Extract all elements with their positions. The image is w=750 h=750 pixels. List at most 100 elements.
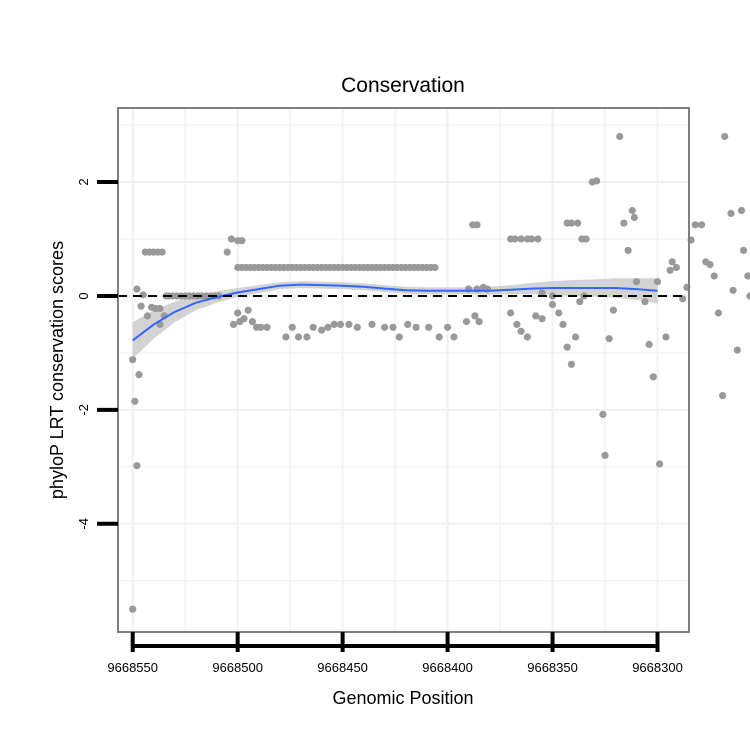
data-point <box>528 235 536 243</box>
data-point <box>435 333 443 341</box>
data-point <box>746 292 750 300</box>
data-point <box>567 360 576 368</box>
data-point <box>513 320 521 328</box>
data-point <box>645 340 653 348</box>
data-point <box>229 320 238 328</box>
x-tick-label: 9668450 <box>317 660 368 675</box>
y-tick-label: -4 <box>76 518 91 530</box>
data-point <box>628 206 636 215</box>
data-point <box>129 605 137 613</box>
data-point <box>303 333 311 341</box>
data-point <box>721 132 729 141</box>
data-point <box>368 320 376 328</box>
data-point <box>698 221 706 229</box>
y-tick-label: 2 <box>76 178 91 185</box>
data-point <box>517 327 525 335</box>
data-point <box>710 272 718 280</box>
data-point <box>412 323 420 331</box>
data-point <box>737 206 746 215</box>
x-axis: 9668550 9668500 9668450 9668400 9668350 96683… <box>107 632 683 675</box>
x-tick-label: 9668300 <box>632 660 683 675</box>
data-point <box>609 306 618 314</box>
data-point <box>473 221 481 229</box>
data-point <box>450 333 458 341</box>
grid-lines <box>118 108 689 632</box>
data-point <box>740 246 748 254</box>
data-point <box>336 320 345 328</box>
x-tick-label: 9668500 <box>212 660 263 675</box>
data-point <box>234 309 242 317</box>
data-point <box>135 371 143 379</box>
data-point <box>444 323 452 331</box>
data-points <box>129 132 750 613</box>
data-point <box>389 323 397 331</box>
data-point <box>345 320 353 328</box>
data-point <box>548 292 557 300</box>
data-point <box>538 315 546 323</box>
y-axis: 2 0 -2 -4 <box>76 178 118 530</box>
data-point <box>471 312 479 320</box>
data-point <box>282 333 290 341</box>
data-point <box>653 278 662 286</box>
data-point <box>567 219 576 227</box>
data-point <box>244 306 252 314</box>
data-point <box>574 219 582 227</box>
data-point <box>582 235 590 243</box>
data-point <box>706 261 714 269</box>
data-point <box>572 333 580 341</box>
data-point <box>605 335 613 343</box>
data-point <box>719 392 727 400</box>
data-point <box>548 300 557 309</box>
data-point <box>248 318 256 326</box>
data-point <box>318 326 326 334</box>
data-point <box>324 323 332 331</box>
data-point <box>576 298 584 306</box>
data-point <box>744 272 750 280</box>
data-point <box>238 237 246 245</box>
data-point <box>462 318 471 326</box>
data-point <box>532 312 540 320</box>
data-point <box>630 213 639 221</box>
data-point <box>668 258 676 266</box>
data-point <box>632 278 641 286</box>
data-point <box>511 235 519 243</box>
x-tick-label: 9668400 <box>422 660 473 675</box>
data-point <box>158 248 166 256</box>
y-tick-label: 0 <box>76 292 91 299</box>
confidence-band <box>132 278 658 359</box>
data-point <box>425 323 433 331</box>
data-point <box>672 263 681 272</box>
data-point <box>601 451 609 459</box>
confidence-band-area <box>132 278 658 359</box>
data-point <box>288 323 296 331</box>
x-tick-label: 9668550 <box>107 660 158 675</box>
x-tick-label: 9668350 <box>527 660 578 675</box>
data-point <box>517 235 525 243</box>
data-point <box>240 315 248 323</box>
data-point <box>139 291 147 299</box>
smooth-trend <box>132 283 658 342</box>
data-point <box>714 309 723 317</box>
data-point <box>666 266 674 274</box>
data-point <box>431 263 439 272</box>
data-point <box>133 285 141 293</box>
data-point <box>129 356 137 364</box>
data-point <box>662 333 670 341</box>
data-point <box>559 320 567 328</box>
data-point <box>156 304 164 313</box>
data-point <box>507 309 515 317</box>
data-point <box>223 248 231 256</box>
data-point <box>263 323 271 331</box>
data-point <box>729 286 737 294</box>
data-point <box>137 302 145 310</box>
data-point <box>381 323 389 331</box>
data-point <box>330 320 338 328</box>
panel-border <box>117 107 690 633</box>
x-axis-title: Genomic Position <box>332 688 473 708</box>
data-point <box>616 132 624 141</box>
data-point <box>620 219 628 227</box>
data-point <box>555 309 563 317</box>
data-point <box>691 221 699 229</box>
data-point <box>538 289 546 297</box>
smooth-line <box>132 283 658 342</box>
